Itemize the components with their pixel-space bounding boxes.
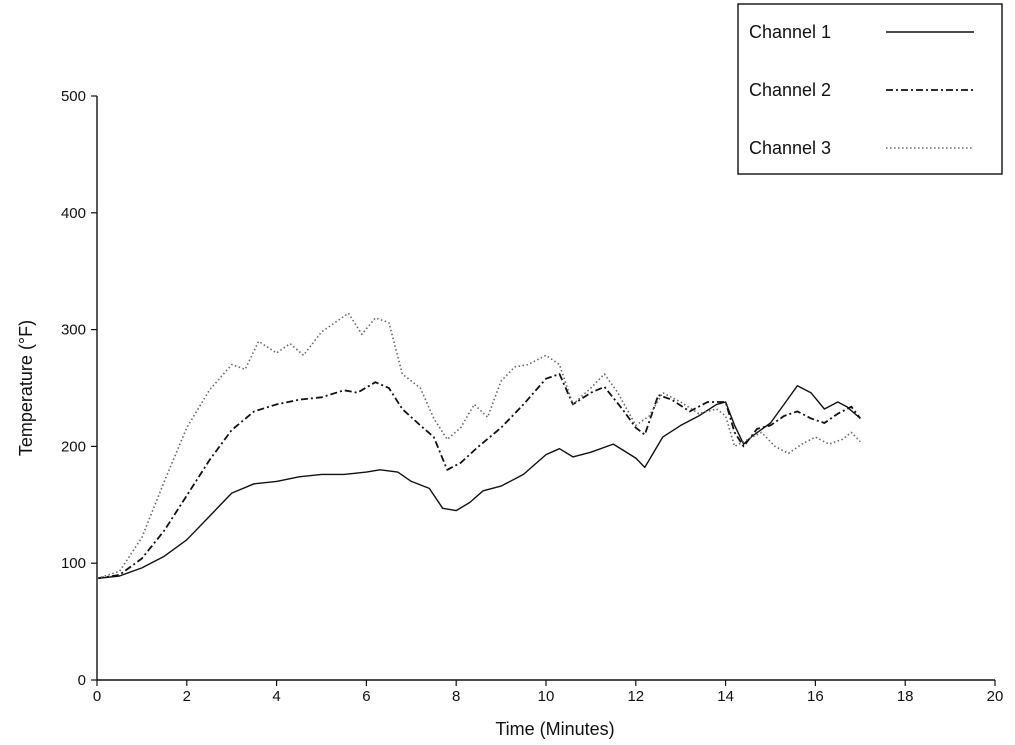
x-tick-label: 14 (717, 688, 734, 705)
x-tick-label: 10 (538, 688, 555, 705)
series-lines (96, 312, 862, 580)
x-tick-label: 20 (987, 688, 1004, 705)
legend-label-channel-3: Channel 3 (749, 138, 831, 158)
y-tick-label: 400 (61, 205, 86, 222)
x-tick-label: 4 (272, 688, 280, 705)
x-tick-label: 6 (362, 688, 370, 705)
y-tick-label: 0 (78, 672, 86, 689)
legend-label-channel-1: Channel 1 (749, 22, 831, 42)
series-line-channel-1 (96, 385, 861, 580)
x-tick-label: 0 (93, 688, 101, 705)
y-axis-title: Temperature (°F) (16, 320, 36, 456)
series-line-channel-2 (96, 373, 862, 580)
legend: Channel 1 Channel 2 Channel 3 (737, 3, 1003, 175)
x-axis-title: Time (Minutes) (495, 719, 614, 739)
x-tick-label: 2 (183, 688, 191, 705)
y-tick-label: 300 (61, 322, 86, 339)
y-tick-label: 200 (61, 438, 86, 455)
x-tick-label: 12 (627, 688, 644, 705)
x-tick-label: 8 (452, 688, 460, 705)
series-line-channel-3 (96, 312, 861, 580)
y-tick-label: 100 (61, 555, 86, 572)
legend-label-channel-2: Channel 2 (749, 80, 831, 100)
x-tick-label: 16 (807, 688, 824, 705)
x-tick-label: 18 (897, 688, 914, 705)
y-tick-label: 500 (61, 88, 86, 105)
